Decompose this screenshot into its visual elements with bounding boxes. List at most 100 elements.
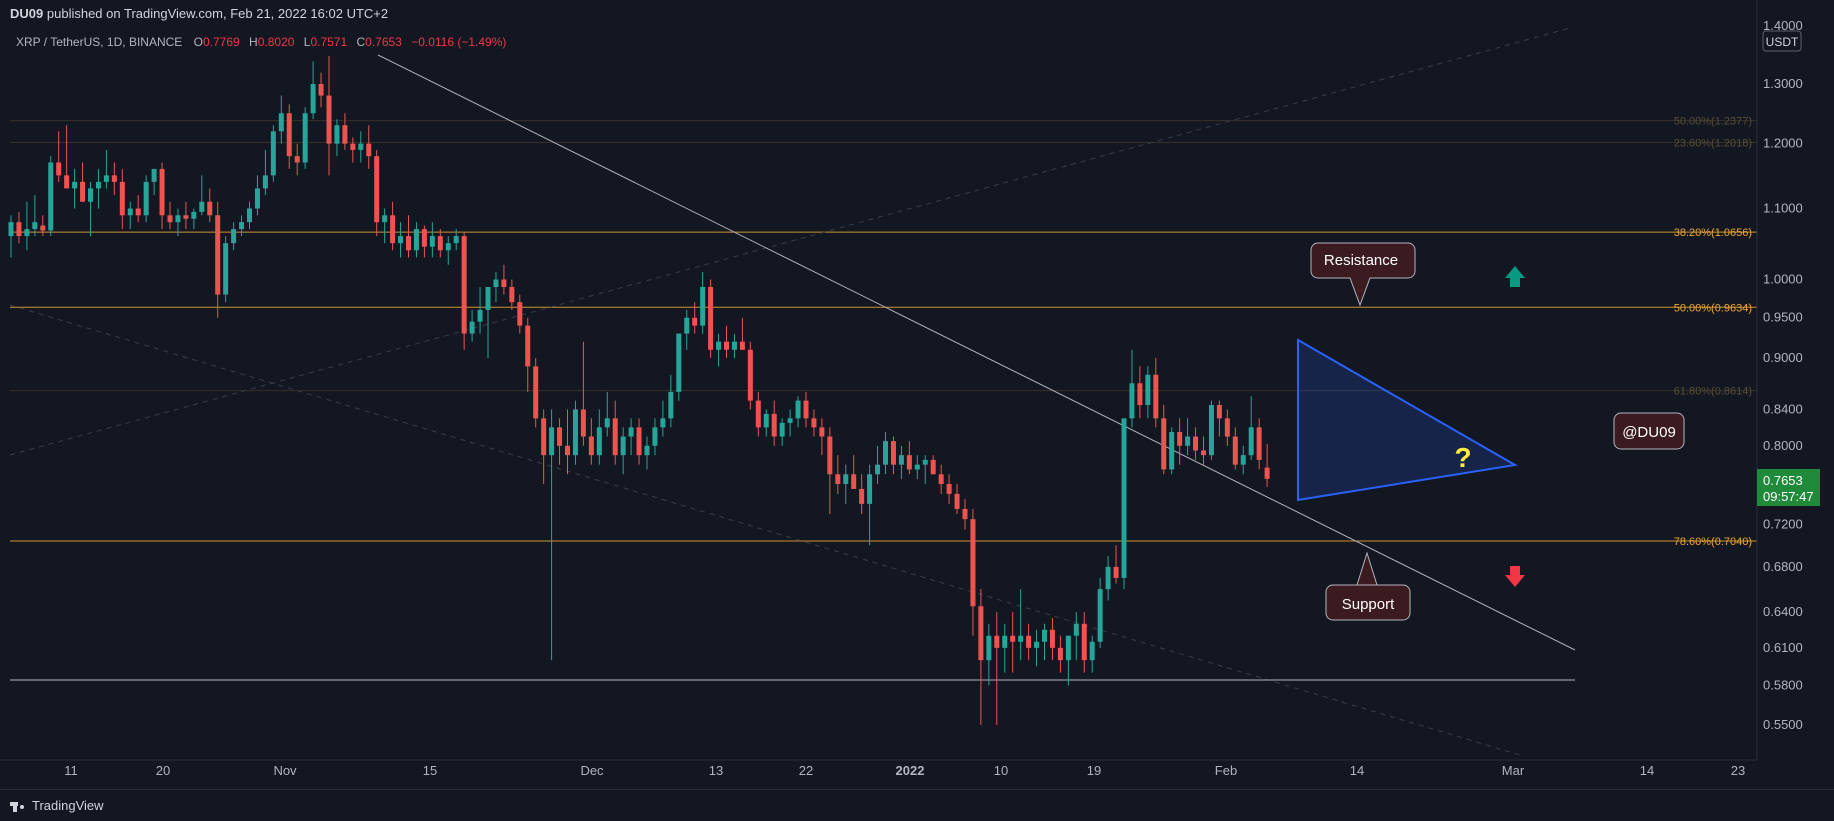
candle-body: [859, 488, 865, 504]
tradingview-brand[interactable]: TradingView: [10, 798, 104, 813]
time-axis-ticks[interactable]: 11 20 Nov 15 Dec 13 22 2022 10 19 Feb 14 Mar 14 23: [64, 763, 1745, 778]
candle-body: [1232, 436, 1238, 465]
candle-body: [326, 95, 332, 144]
countdown-label: 09:57:47: [1763, 489, 1814, 504]
fib-level-label: 50.00%(1.2377): [1674, 116, 1752, 128]
candle: [119, 168, 125, 230]
watermark-badge[interactable]: [1613, 412, 1685, 450]
candle-body: [477, 309, 483, 322]
candle: [708, 279, 714, 359]
candle-body: [795, 400, 801, 419]
candle-body: [946, 484, 952, 494]
time-tick-label: 11: [64, 763, 78, 778]
candle-body: [851, 474, 857, 489]
candle: [1185, 418, 1191, 456]
descending-resistance-line: [377, 54, 1576, 651]
candle: [859, 474, 865, 515]
candle: [930, 455, 936, 475]
candle-body: [183, 215, 189, 219]
candle-body: [159, 168, 165, 216]
candle-body: [64, 175, 70, 189]
candle: [843, 464, 849, 504]
candle: [1026, 623, 1032, 661]
candle: [588, 418, 594, 465]
candle-body: [1034, 641, 1040, 648]
candle: [1153, 358, 1159, 428]
candle: [302, 107, 308, 169]
price-tick-label: 0.9500: [1763, 310, 1803, 325]
price-tick-label: 1.0000: [1763, 272, 1803, 287]
candle: [334, 119, 340, 157]
candle-body: [843, 474, 849, 485]
candle-body: [541, 418, 547, 456]
candle-body: [692, 317, 698, 326]
candle: [135, 195, 141, 223]
candle: [572, 400, 578, 465]
resistance-callout[interactable]: [1310, 242, 1416, 307]
symbol-label[interactable]: XRP / TetherUS, 1D, BINANCE: [16, 35, 183, 49]
price-tick-label: 0.7200: [1763, 516, 1803, 531]
candle: [1248, 396, 1254, 460]
candle: [636, 418, 642, 465]
candle-body: [374, 156, 380, 223]
candle-body: [501, 279, 507, 287]
candle-body: [1208, 405, 1214, 456]
time-tick-label: Nov: [273, 763, 297, 778]
candle: [294, 143, 300, 176]
current-price-badge[interactable]: [1757, 469, 1820, 506]
currency-badge[interactable]: [1762, 30, 1802, 52]
price-tick-label: 0.6100: [1763, 640, 1803, 655]
candle-body: [525, 325, 531, 367]
candle: [628, 418, 634, 456]
candle-body: [119, 181, 125, 216]
candle: [286, 104, 292, 169]
candle-body: [668, 391, 674, 419]
candle-body: [930, 459, 936, 475]
candle: [739, 317, 745, 350]
candle: [493, 272, 499, 303]
candle-body: [48, 162, 54, 231]
candle: [676, 333, 682, 401]
candle-body: [485, 286, 491, 310]
candle: [1193, 427, 1199, 460]
high-value: 0.8020: [257, 35, 295, 49]
candle-body: [469, 321, 475, 334]
support-callout[interactable]: [1325, 551, 1411, 621]
time-tick-label: 20: [156, 763, 170, 778]
candle: [922, 455, 928, 485]
candle: [1010, 612, 1016, 673]
candle: [1256, 418, 1262, 470]
candle: [390, 201, 396, 251]
footer-bar: TradingView: [0, 789, 1834, 821]
resistance-label: Resistance: [1324, 252, 1398, 269]
candle-body: [24, 229, 30, 237]
candle-body: [175, 215, 181, 223]
candle-body: [151, 168, 157, 182]
candle-body: [803, 400, 809, 419]
candle-body: [644, 445, 650, 456]
candle: [421, 225, 427, 258]
currency-label: USDT: [1766, 35, 1799, 49]
candle: [867, 464, 873, 546]
price-axis-ticks[interactable]: 1.3000 1.2000 1.1000 1.0000 0.9500 0.9000 0.84…: [1763, 76, 1803, 732]
candle: [437, 229, 443, 258]
candle-body: [1002, 635, 1008, 648]
price-chart[interactable]: 50.00%(1.2377) 23.60%(1.2018) 38.20%(1.065…: [0, 0, 1834, 790]
candle-body: [1129, 383, 1135, 419]
candle: [445, 236, 451, 265]
candle-body: [278, 113, 284, 132]
candle: [358, 131, 364, 163]
close-value: 0.7653: [365, 35, 402, 49]
time-tick-label: Mar: [1502, 763, 1525, 778]
candle-body: [517, 302, 523, 326]
candle: [954, 484, 960, 515]
author-name[interactable]: DU09: [10, 6, 44, 21]
candle-body: [588, 436, 594, 456]
time-tick-label: 19: [1087, 763, 1101, 778]
candle-body: [954, 493, 960, 509]
published-text: published on TradingView.com, Feb 21, 20…: [46, 6, 389, 21]
candle: [278, 95, 284, 144]
fib-level-label: 50.00%(0.9634): [1674, 302, 1752, 314]
candle-body: [739, 341, 745, 350]
candle: [596, 409, 602, 465]
